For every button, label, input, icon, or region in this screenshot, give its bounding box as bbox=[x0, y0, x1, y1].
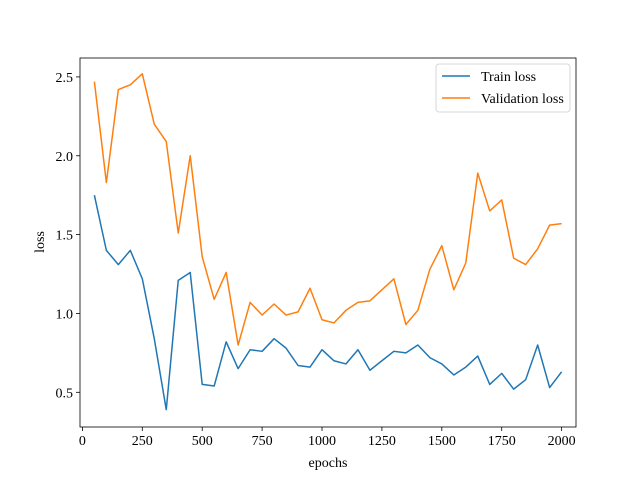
x-tick-label: 1750 bbox=[488, 434, 516, 449]
legend-label-train: Train loss bbox=[481, 70, 536, 85]
y-tick-label: 2.5 bbox=[56, 71, 74, 86]
y-tick-label: 0.5 bbox=[56, 386, 74, 401]
y-tick-label: 1.0 bbox=[56, 307, 74, 322]
y-axis-label: loss bbox=[33, 231, 48, 253]
x-tick-label: 1500 bbox=[428, 434, 456, 449]
x-tick-label: 500 bbox=[192, 434, 213, 449]
legend-label-validation: Validation loss bbox=[481, 92, 564, 107]
x-tick-label: 250 bbox=[132, 434, 153, 449]
x-tick-label: 1000 bbox=[308, 434, 336, 449]
x-tick-label: 2000 bbox=[548, 434, 576, 449]
x-axis: 0 250 500 750 1000 1250 1500 1750 2000 bbox=[79, 427, 576, 449]
legend: Train loss Validation loss bbox=[435, 63, 571, 113]
y-tick-label: 1.5 bbox=[56, 229, 74, 244]
series-line-train-loss bbox=[93, 195, 563, 411]
x-axis-label: epochs bbox=[309, 456, 348, 471]
x-tick-label: 0 bbox=[79, 434, 86, 449]
y-tick-label: 2.0 bbox=[56, 150, 74, 165]
series-line-validation-loss bbox=[93, 73, 562, 346]
x-tick-label: 750 bbox=[252, 434, 273, 449]
y-axis: 0.5 1.0 1.5 2.0 2.5 bbox=[56, 71, 80, 401]
plot-frame bbox=[79, 57, 577, 428]
plot-lines bbox=[93, 73, 563, 411]
x-tick-label: 1250 bbox=[368, 434, 396, 449]
